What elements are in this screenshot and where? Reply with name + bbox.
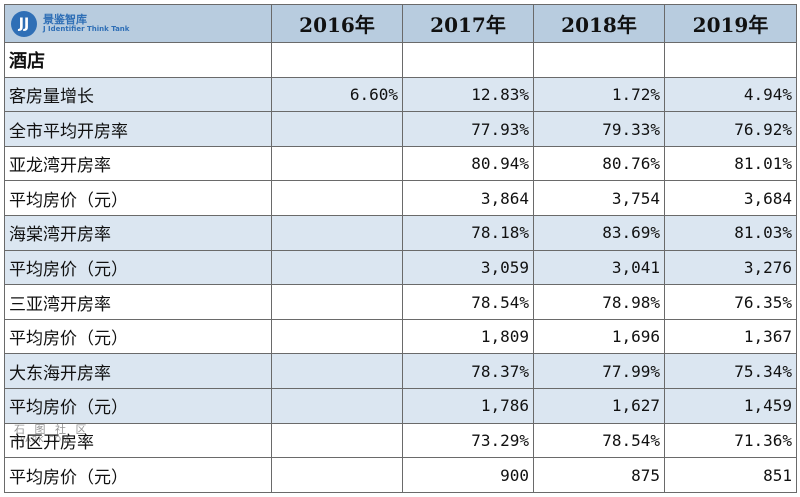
row-value-cell: [271, 215, 403, 251]
row-value-cell: 77.93%: [402, 111, 534, 147]
row-value-cell: [271, 180, 403, 217]
logo-mark-icon: JJ: [11, 10, 37, 37]
row-value-cell: 78.98%: [533, 284, 665, 320]
row-value-cell: 3,684: [664, 180, 797, 217]
row-value-cell: 76.92%: [664, 111, 797, 147]
row-value-cell: 851: [664, 457, 797, 493]
row-label: 三亚湾开房率: [4, 284, 272, 320]
table-row: 平均房价（元） 1,786 1,627 1,459: [4, 388, 797, 424]
row-value-cell: 79.33%: [533, 111, 665, 147]
row-value-cell: 80.94%: [402, 145, 534, 182]
row-value-cell: 78.54%: [402, 284, 534, 320]
row-value-cell: 875: [533, 457, 665, 493]
section-empty-cell: [664, 42, 797, 78]
row-value-cell: 4.94%: [664, 76, 797, 113]
section-empty-cell: [402, 42, 534, 78]
row-value-cell: 1,367: [664, 318, 797, 355]
row-value-cell: 1,696: [533, 318, 665, 355]
row-value-cell: 1.72%: [533, 76, 665, 113]
row-value-cell: 12.83%: [402, 76, 534, 113]
row-value-cell: 78.37%: [402, 353, 534, 390]
table-row: 亚龙湾开房率 80.94% 80.76% 81.01%: [4, 145, 797, 182]
table-row: 平均房价（元） 3,059 3,041 3,276: [4, 249, 797, 286]
logo: JJ 景鉴智库 J Identifier Think Tank: [11, 10, 267, 37]
row-value-cell: 1,627: [533, 388, 665, 424]
row-value-cell: 900: [402, 457, 534, 493]
row-label: 平均房价（元）: [4, 180, 272, 217]
row-value-cell: 3,754: [533, 180, 665, 217]
row-value-cell: [271, 388, 403, 424]
row-value-cell: 3,059: [402, 249, 534, 286]
row-value-cell: [271, 422, 403, 459]
row-value-cell: 83.69%: [533, 215, 665, 251]
section-row: 酒店: [4, 42, 797, 78]
table-row: 客房量增长 6.60% 12.83% 1.72% 4.94%: [4, 76, 797, 113]
row-value-cell: [271, 284, 403, 320]
column-header-2018: 2018年: [533, 4, 665, 43]
logo-cell: JJ 景鉴智库 J Identifier Think Tank: [4, 4, 272, 43]
section-empty-cell: [533, 42, 665, 78]
row-value-cell: 1,459: [664, 388, 797, 424]
row-value-cell: 78.18%: [402, 215, 534, 251]
row-label: 平均房价（元）: [4, 457, 272, 493]
table-row: 三亚湾开房率 78.54% 78.98% 76.35%: [4, 284, 797, 320]
row-value-cell: 1,786: [402, 388, 534, 424]
row-value-cell: [271, 457, 403, 493]
column-header-2016: 2016年: [271, 4, 403, 43]
row-label: 客房量增长: [4, 76, 272, 113]
row-label: 亚龙湾开房率: [4, 145, 272, 182]
row-label: 市区开房率: [4, 422, 272, 459]
row-value-cell: 71.36%: [664, 422, 797, 459]
row-value-cell: 73.29%: [402, 422, 534, 459]
row-label: 平均房价（元）: [4, 388, 272, 424]
table-row: 平均房价（元） 1,809 1,696 1,367: [4, 318, 797, 355]
table-row: 市区开房率 73.29% 78.54% 71.36%: [4, 422, 797, 459]
row-label: 海棠湾开房率: [4, 215, 272, 251]
column-header-2017: 2017年: [402, 4, 534, 43]
row-value-cell: [271, 353, 403, 390]
row-value-cell: [271, 145, 403, 182]
row-value-cell: 81.03%: [664, 215, 797, 251]
row-value-cell: 3,276: [664, 249, 797, 286]
row-value-cell: 76.35%: [664, 284, 797, 320]
row-value-cell: 75.34%: [664, 353, 797, 390]
table-row: 大东海开房率 78.37% 77.99% 75.34%: [4, 353, 797, 390]
header-row: JJ 景鉴智库 J Identifier Think Tank 2016年 20…: [4, 4, 797, 43]
hotel-data-table: JJ 景鉴智库 J Identifier Think Tank 2016年 20…: [4, 4, 797, 493]
table-row: 海棠湾开房率 78.18% 83.69% 81.03%: [4, 215, 797, 251]
row-value-cell: [271, 249, 403, 286]
row-value-cell: 3,041: [533, 249, 665, 286]
row-value-cell: 6.60%: [271, 76, 403, 113]
column-header-2019: 2019年: [664, 4, 797, 43]
row-label: 平均房价（元）: [4, 318, 272, 355]
row-value-cell: 1,809: [402, 318, 534, 355]
logo-text: 景鉴智库 J Identifier Think Tank: [43, 12, 130, 34]
section-empty-cell: [271, 42, 403, 78]
row-value-cell: 77.99%: [533, 353, 665, 390]
row-value-cell: 3,864: [402, 180, 534, 217]
row-value-cell: 81.01%: [664, 145, 797, 182]
logo-name-en: J Identifier Think Tank: [43, 24, 130, 33]
row-label: 平均房价（元）: [4, 249, 272, 286]
table-row: 平均房价（元） 900 875 851: [4, 457, 797, 493]
logo-name-cn: 景鉴智库: [43, 12, 87, 26]
table-row: 全市平均开房率 77.93% 79.33% 76.92%: [4, 111, 797, 147]
row-label: 大东海开房率: [4, 353, 272, 390]
section-label: 酒店: [4, 42, 272, 78]
row-value-cell: 78.54%: [533, 422, 665, 459]
row-value-cell: [271, 111, 403, 147]
row-label: 全市平均开房率: [4, 111, 272, 147]
table-row: 平均房价（元） 3,864 3,754 3,684: [4, 180, 797, 217]
row-value-cell: [271, 318, 403, 355]
row-value-cell: 80.76%: [533, 145, 665, 182]
